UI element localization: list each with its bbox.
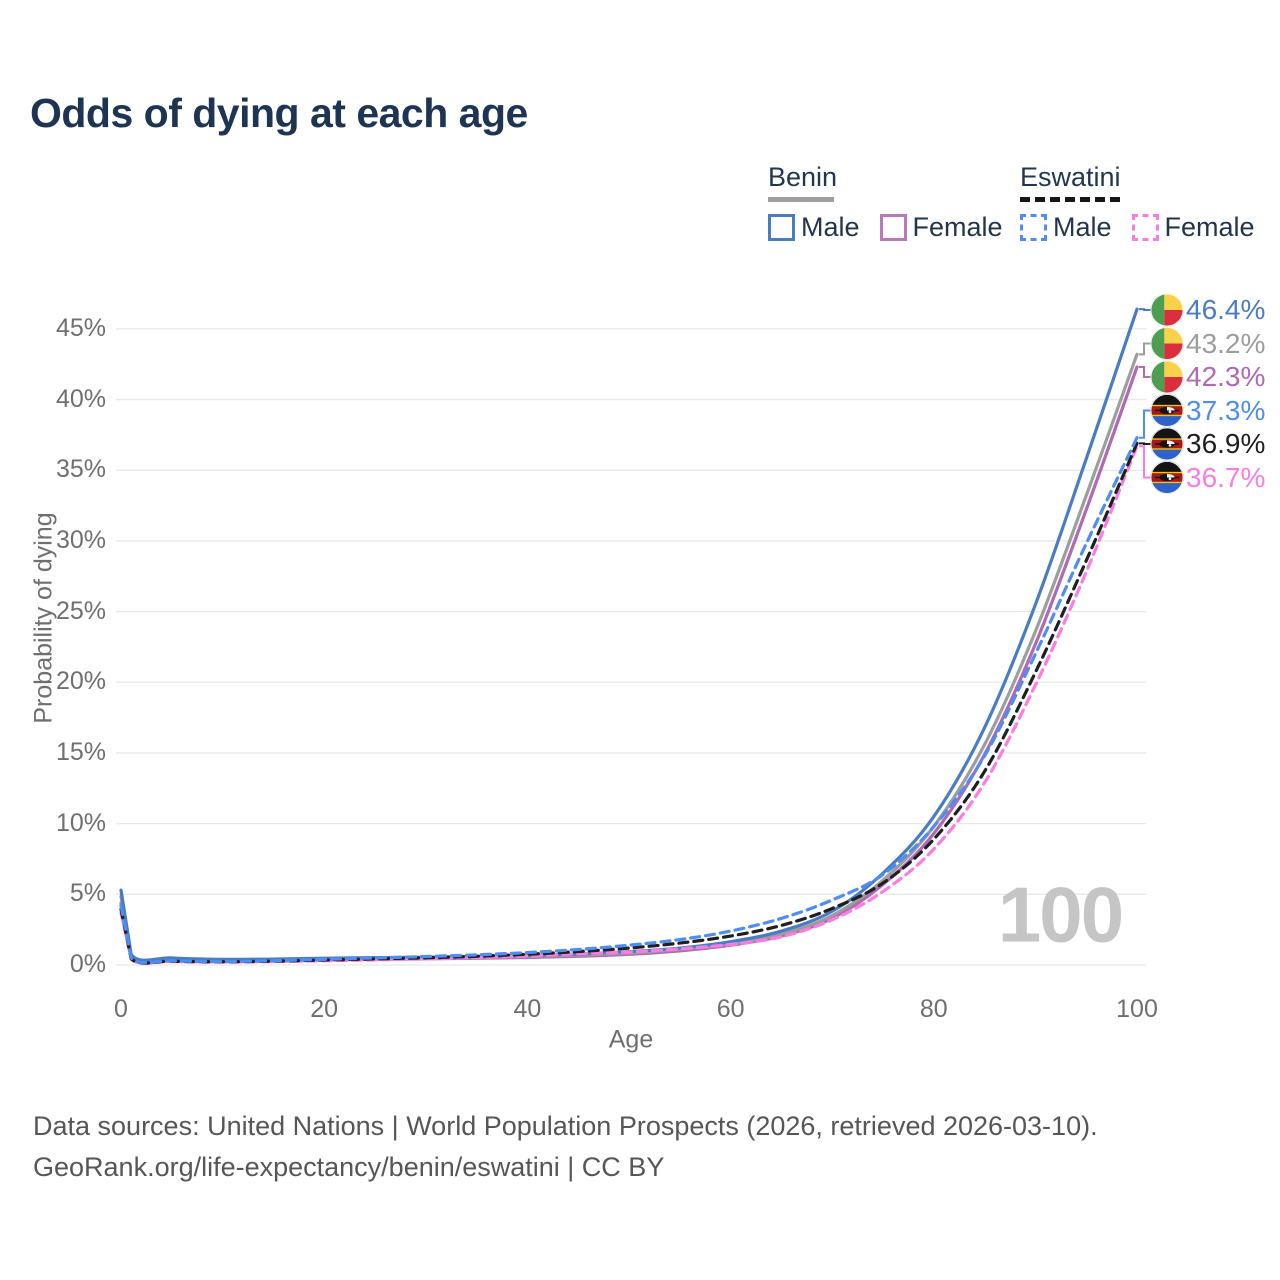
- y-tick-label: 10%: [55, 808, 106, 837]
- benin-male-checkbox-icon[interactable]: [768, 214, 795, 241]
- x-tick-label: 100: [1116, 995, 1158, 1023]
- y-tick-label: 20%: [55, 667, 106, 696]
- y-tick-label: 40%: [55, 384, 106, 413]
- y-tick-label: 30%: [55, 525, 106, 554]
- end-value-label: 46.4%: [1186, 294, 1266, 325]
- eswatini-flag-icon: [1150, 461, 1184, 494]
- leader-line: [1139, 442, 1151, 445]
- x-tick-label: 0: [114, 995, 128, 1023]
- end-value-label: 36.9%: [1186, 428, 1266, 459]
- source-attribution: Data sources: United Nations | World Pop…: [33, 1106, 1098, 1188]
- legend-item-benin-male[interactable]: Male: [768, 212, 860, 243]
- y-tick-label: 5%: [69, 879, 106, 908]
- x-tick-label: 20: [310, 995, 339, 1023]
- y-tick-label: 45%: [55, 313, 106, 342]
- legend-item-label: Male: [801, 212, 860, 242]
- y-tick-label: 35%: [55, 455, 106, 484]
- legend-row-benin: Male Female: [768, 212, 1003, 243]
- legend-item-benin-female[interactable]: Female: [879, 212, 1003, 243]
- benin-flag-icon: [1150, 327, 1184, 360]
- benin-solid-line-swatch: [768, 197, 834, 202]
- leader-line: [1139, 409, 1151, 439]
- x-tick-label: 40: [513, 995, 542, 1023]
- source-line: Data sources: United Nations | World Pop…: [33, 1111, 1098, 1141]
- source-line: GeoRank.org/life-expectancy/benin/eswati…: [33, 1152, 665, 1182]
- benin-flag-icon: [1150, 293, 1184, 327]
- eswatini-dashed-line-swatch: [1020, 197, 1120, 202]
- legend-item-eswatini-female[interactable]: Female: [1131, 212, 1255, 243]
- legend-group-benin: Benin Male Female: [768, 162, 1003, 243]
- x-tick-label: 80: [919, 995, 948, 1023]
- benin-flag-icon: [1150, 360, 1184, 394]
- y-tick-label: 0%: [69, 950, 106, 978]
- legend-item-label: Female: [912, 212, 1003, 242]
- eswatini-flag-icon: [1150, 394, 1184, 427]
- leader-line: [1139, 308, 1151, 311]
- leader-line: [1139, 342, 1151, 356]
- legend-row-eswatini: Male Female: [1020, 212, 1255, 243]
- leader-line: [1139, 445, 1151, 479]
- eswatini-female-checkbox-icon[interactable]: [1131, 214, 1159, 241]
- legend-country-eswatini: Eswatini: [1020, 162, 1121, 192]
- benin-female-checkbox-icon[interactable]: [879, 214, 907, 241]
- age-watermark: 100: [997, 870, 1124, 959]
- legend-country-benin: Benin: [768, 162, 838, 192]
- series-line-eswatini-both-sexes: [119, 441, 1139, 965]
- y-tick-label: 25%: [55, 596, 106, 625]
- series-line-benin-both-sexes: [119, 352, 1139, 963]
- x-axis-title: Age: [608, 1025, 654, 1054]
- y-tick-label: 15%: [55, 737, 106, 766]
- series-line-eswatini-female: [119, 444, 1139, 965]
- eswatini-male-checkbox-icon[interactable]: [1020, 214, 1047, 241]
- leader-line: [1139, 366, 1151, 378]
- page-title: Odds of dying at each age: [30, 90, 528, 136]
- legend-item-label: Male: [1053, 212, 1112, 242]
- legend-group-eswatini: Eswatini Male Female: [1020, 162, 1255, 243]
- eswatini-flag-icon: [1150, 427, 1184, 461]
- end-value-label: 36.7%: [1186, 461, 1266, 493]
- legend-item-eswatini-male[interactable]: Male: [1020, 212, 1112, 243]
- x-tick-label: 60: [716, 995, 745, 1023]
- end-value-label: 43.2%: [1186, 327, 1266, 359]
- legend-item-label: Female: [1164, 212, 1255, 242]
- end-value-label: 42.3%: [1186, 361, 1266, 392]
- series-line-benin-male: [119, 307, 1139, 962]
- end-value-label: 37.3%: [1186, 394, 1266, 426]
- series-line-eswatini-male: [119, 436, 1139, 965]
- series-line-benin-female: [119, 365, 1139, 963]
